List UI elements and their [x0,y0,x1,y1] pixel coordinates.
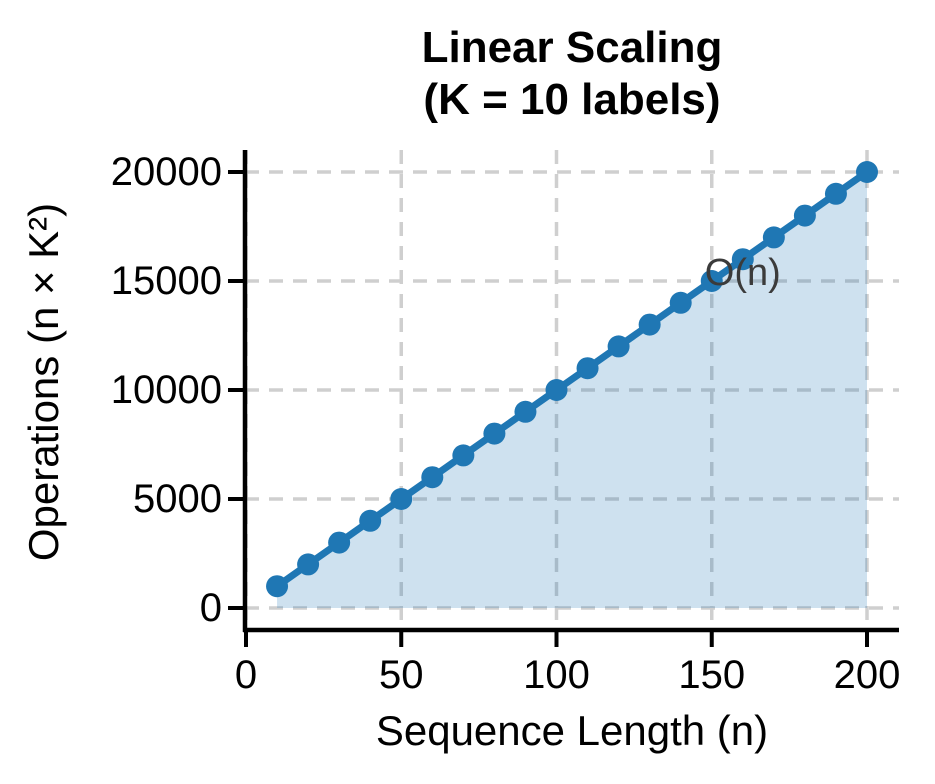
data-point [421,466,444,489]
y-tick-label: 20000 [111,150,222,194]
data-point [824,182,847,205]
complexity-annotation: O(n) [705,252,781,294]
chart-title: Linear Scaling [422,23,723,72]
data-point [545,379,568,401]
data-point [359,509,382,532]
data-point [452,444,475,467]
data-point [266,575,289,598]
x-tick-label: 150 [678,653,745,697]
data-point [328,531,351,554]
y-tick-label: 0 [200,586,222,630]
data-point [297,553,320,576]
data-point [700,270,723,292]
data-point [793,204,816,227]
data-point [483,422,506,445]
x-tick-label: 200 [834,653,901,697]
data-series [266,161,878,598]
x-axis-label: Sequence Length (n) [376,707,768,754]
data-point [576,357,599,380]
y-tick-label: 10000 [111,368,222,412]
chart-subtitle: (K = 10 labels) [423,75,720,124]
data-point [607,335,630,358]
data-point [762,226,785,249]
x-tick-label: 0 [235,653,257,697]
data-point [390,488,413,510]
axes [228,150,899,647]
y-tick-label: 5000 [133,477,222,521]
tick-labels: 0 50 100 150 200 0 5000 10000 15000 20000 [111,150,901,697]
data-point [731,248,754,271]
data-point [856,161,878,183]
grid-lines [244,150,899,630]
data-point [514,400,537,423]
x-tick-label: 100 [523,653,590,697]
data-point [669,291,692,314]
x-tick-label: 50 [379,653,424,697]
y-tick-label: 15000 [111,259,222,303]
data-point [638,313,661,336]
y-axis-label: Operations (n × K²) [20,203,67,561]
